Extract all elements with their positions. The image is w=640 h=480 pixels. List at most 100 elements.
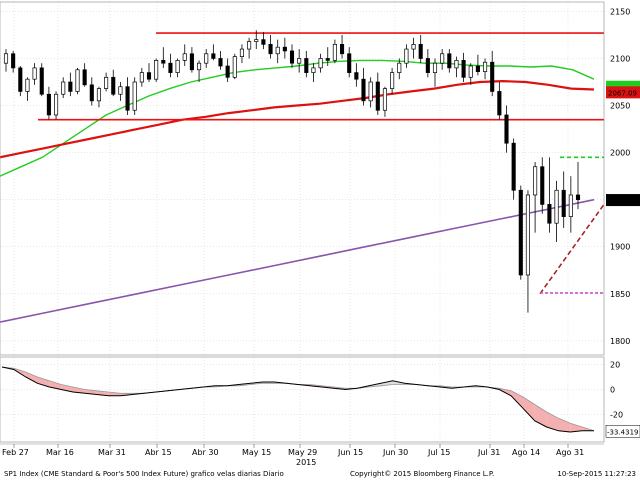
osc-fill-segment (108, 392, 121, 396)
candle (225, 58, 230, 83)
candle (39, 63, 44, 97)
candle (261, 32, 266, 50)
candle-body (61, 81, 66, 95)
price-panel: 18001850190019502000205021002150 2067.09… (0, 1, 640, 356)
candle (218, 50, 223, 70)
x-tick-label: Jul 15 (427, 448, 450, 457)
candle-body (425, 58, 430, 73)
candle (247, 37, 252, 59)
candle (3, 49, 9, 72)
ma-mid-badge: 2067.09 (606, 86, 640, 99)
x-tick-label: Ago 31 (556, 448, 584, 457)
candle-body (139, 72, 144, 83)
candle-body (511, 142, 516, 191)
x-tick-label: Jun 15 (337, 448, 363, 457)
candle-body (32, 67, 37, 80)
price-y-tick-label: 1850 (610, 290, 630, 299)
price-y-tick-label: 1800 (610, 337, 630, 346)
ma-mid-badge-box (606, 86, 640, 99)
osc-fill-segment (511, 390, 523, 409)
candle-body (39, 67, 44, 95)
candle-body (432, 62, 438, 73)
x-tick-label: Ago 14 (512, 448, 540, 457)
candle (411, 37, 416, 59)
candle (146, 63, 152, 83)
candle (211, 44, 216, 61)
candle-body (75, 69, 80, 92)
footer-timestamp: 10-Sep-2015 11:27:23 (557, 470, 636, 478)
osc-fill-segment (37, 377, 50, 387)
candle (325, 47, 330, 67)
candle (118, 82, 123, 101)
candle (168, 53, 173, 78)
candle-body (168, 62, 173, 73)
candle-body (118, 86, 123, 95)
candle (432, 58, 438, 87)
oscillator-area (1, 366, 595, 433)
candle (354, 63, 359, 87)
candle (111, 69, 116, 97)
candle-body (89, 84, 94, 102)
candle-body (53, 93, 59, 116)
candle (197, 60, 202, 83)
candle-body (68, 81, 73, 92)
osc-y-tick-label: 20 (610, 361, 620, 370)
candle (11, 50, 16, 73)
candle (282, 37, 287, 59)
candle (575, 162, 581, 210)
candle (475, 54, 480, 76)
candle (175, 58, 180, 78)
candle (254, 30, 259, 50)
candle-body (161, 60, 166, 64)
candle-body (318, 58, 323, 69)
last-price-badge-box (606, 194, 640, 207)
candle-body (554, 189, 559, 224)
price-badges: 2067.09 1949.60 (606, 80, 640, 207)
candle (96, 86, 102, 108)
candle (554, 180, 559, 243)
candle-body (497, 91, 502, 116)
x-tick-label: May 15 (242, 448, 271, 457)
x-tick-label: Abr 30 (192, 448, 219, 457)
last-price-badge: 1949.60 (606, 194, 640, 207)
candle (540, 157, 545, 214)
candle-body (175, 60, 180, 73)
osc-y-tick-label: -20 (610, 411, 623, 420)
candle-body (490, 61, 495, 92)
candle-body (375, 81, 380, 111)
candle (161, 47, 166, 68)
candle (447, 49, 452, 73)
candle-body (461, 60, 466, 78)
candle (454, 56, 459, 78)
candle-body (247, 41, 252, 50)
candle-body (225, 65, 230, 78)
candle-body (354, 72, 359, 80)
candle (490, 50, 495, 97)
candle (347, 47, 352, 78)
candle (75, 67, 80, 95)
osc-fill-segment (558, 418, 571, 432)
osc-fill-segment (25, 372, 38, 384)
candle-body (297, 58, 302, 64)
candle (61, 77, 66, 99)
candle (368, 77, 373, 108)
price-y-tick-label: 2000 (610, 149, 630, 158)
candle-body (340, 44, 345, 55)
x-tick-label: Mar 31 (98, 448, 126, 457)
candle-body (518, 189, 523, 276)
candle (375, 72, 380, 115)
candle-body (182, 53, 187, 61)
footer-copyright: Copyright© 2015 Bloomberg Finance L.P. (350, 470, 494, 478)
candle-body (325, 58, 330, 61)
candle (404, 44, 409, 68)
price-y-tick-label: 2150 (610, 7, 630, 16)
candle-body (390, 72, 395, 89)
candle (418, 34, 423, 64)
candle-body (447, 53, 452, 69)
candle-body (575, 194, 581, 201)
candle-body (146, 72, 152, 80)
candle-body (568, 194, 573, 217)
candle-body (404, 48, 409, 64)
